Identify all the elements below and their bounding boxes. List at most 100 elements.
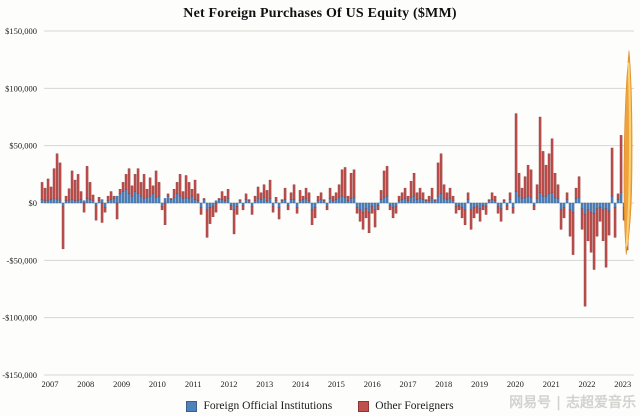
- bar-segment: [514, 113, 518, 192]
- bar-segment: [82, 200, 86, 204]
- bar-segment: [394, 202, 398, 207]
- bar-segment: [604, 208, 608, 268]
- bar-segment: [379, 190, 383, 200]
- bar-segment: [445, 199, 449, 204]
- bar-segment: [616, 199, 620, 204]
- bar-segment: [370, 206, 374, 214]
- bar-segment: [598, 202, 602, 208]
- bar-segment: [394, 206, 398, 214]
- bar-segment: [79, 199, 83, 204]
- bar-segment: [460, 207, 464, 219]
- bar-segment: [133, 174, 137, 192]
- x-tick-label: 2012: [221, 379, 238, 389]
- bar-segment: [64, 200, 68, 204]
- bar-segment: [145, 197, 149, 204]
- bar-segment: [418, 187, 422, 199]
- bar-segment: [508, 199, 512, 204]
- bar-segment: [286, 205, 290, 211]
- bar-segment: [256, 186, 260, 199]
- bar-segment: [157, 195, 161, 204]
- bar-segment: [100, 202, 104, 223]
- bar-segment: [130, 185, 134, 197]
- bar-segment: [538, 116, 542, 193]
- bar-segment: [604, 202, 608, 209]
- bar-segment: [337, 184, 341, 198]
- bar-segment: [226, 198, 230, 204]
- bar-segment: [403, 187, 407, 199]
- bar-segment: [451, 195, 455, 201]
- bar-segment: [97, 197, 101, 201]
- bar-segment: [442, 184, 446, 199]
- bar-segment: [199, 207, 203, 215]
- bar-segment: [256, 198, 260, 204]
- legend-swatch-official-icon: [186, 400, 198, 412]
- bar-segment: [472, 207, 476, 219]
- bar-segment: [292, 199, 296, 204]
- bar-segment: [244, 193, 248, 200]
- bar-segment: [310, 202, 314, 211]
- bar-segment: [73, 179, 77, 201]
- bar-segment: [424, 199, 428, 201]
- bar-segment: [166, 195, 170, 204]
- bar-segment: [148, 177, 152, 197]
- bar-segment: [283, 199, 287, 204]
- x-tick-label: 2014: [292, 379, 310, 389]
- bar-segment: [439, 153, 443, 195]
- bar-segment: [283, 187, 287, 200]
- bar-segment: [349, 198, 353, 204]
- bar-segment: [346, 195, 350, 201]
- bar-segment: [289, 199, 293, 204]
- bar-segment: [331, 200, 335, 204]
- bar-segment: [475, 202, 479, 207]
- bar-segment: [520, 187, 524, 199]
- x-tick-label: 2008: [77, 379, 94, 389]
- bar-segment: [214, 202, 218, 213]
- x-tick-label: 2016: [364, 379, 381, 389]
- bar-segment: [358, 202, 362, 211]
- chart-title: Net Foreign Purchases Of US Equity ($MM): [183, 6, 457, 21]
- bar-segment: [418, 198, 422, 204]
- bar-segment: [355, 202, 359, 208]
- bar-segment: [457, 202, 461, 206]
- bar-segment: [169, 199, 173, 204]
- bar-segment: [301, 195, 305, 200]
- bar-segment: [367, 211, 371, 234]
- bar-segment: [478, 208, 482, 222]
- bar-segment: [517, 195, 521, 204]
- bar-segment: [442, 198, 446, 204]
- bar-segment: [328, 198, 332, 204]
- bar-segment: [364, 202, 368, 209]
- bar-segment: [364, 208, 368, 219]
- bar-segment: [361, 211, 365, 230]
- bar-segment: [499, 208, 503, 222]
- x-tick-label: 2023: [614, 379, 631, 389]
- bar-segment: [94, 202, 98, 207]
- bar-segment: [565, 199, 569, 204]
- bar-segment: [97, 200, 101, 204]
- bar-segment: [274, 200, 278, 204]
- bar-segment: [457, 205, 461, 211]
- bar-segment: [511, 207, 515, 214]
- bar-segment: [235, 202, 239, 207]
- bar-segment: [304, 198, 308, 204]
- bar-segment: [127, 193, 131, 204]
- bar-segment: [301, 199, 305, 204]
- bar-segment: [214, 200, 218, 204]
- bar-segment: [472, 202, 476, 208]
- bar-segment: [439, 193, 443, 204]
- bar-segment: [175, 193, 179, 204]
- bar-segment: [433, 199, 437, 201]
- bar-segment: [595, 208, 599, 237]
- bar-segment: [94, 205, 98, 221]
- bar-segment: [499, 202, 503, 209]
- bar-segment: [277, 207, 281, 220]
- bar-segment: [244, 199, 248, 204]
- bar-segment: [610, 147, 614, 197]
- bar-segment: [496, 202, 500, 207]
- bar-segment: [49, 186, 53, 200]
- bar-segment: [505, 202, 509, 206]
- legend-label-other: Other Foreigners: [375, 400, 454, 412]
- bar-segment: [238, 199, 242, 201]
